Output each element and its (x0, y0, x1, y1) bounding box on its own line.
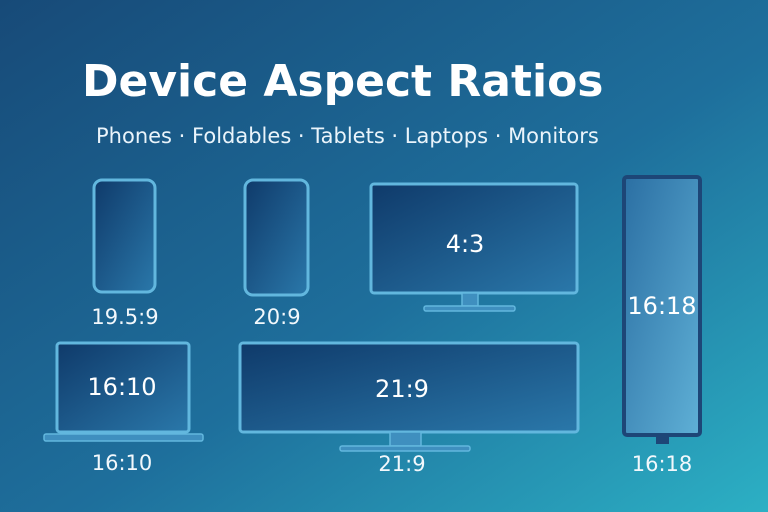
device-inner-label: 16:18 (627, 292, 696, 320)
laptop-base (43, 433, 204, 442)
device-label: 19.5:9 (91, 305, 158, 329)
device-label: 21:9 (378, 452, 425, 476)
monitor-stand (656, 435, 669, 444)
foldable (243, 178, 310, 297)
phone (92, 178, 157, 294)
device-label: 16:10 (92, 451, 153, 475)
device-label: 16:18 (632, 452, 693, 476)
monitor-base (423, 305, 516, 312)
subtitle: Phones · Foldables · Tablets · Laptops ·… (96, 124, 599, 148)
device-inner-label: 21:9 (375, 375, 429, 403)
monitor-stand (389, 431, 422, 447)
monitor-base (339, 445, 471, 452)
device-inner-label: 16:10 (87, 373, 156, 401)
device-inner-label: 4:3 (446, 230, 485, 258)
title: Device Aspect Ratios (82, 56, 604, 107)
laptop-screen (55, 341, 191, 434)
device-label: 20:9 (253, 305, 300, 329)
monitor-stand (461, 292, 479, 307)
